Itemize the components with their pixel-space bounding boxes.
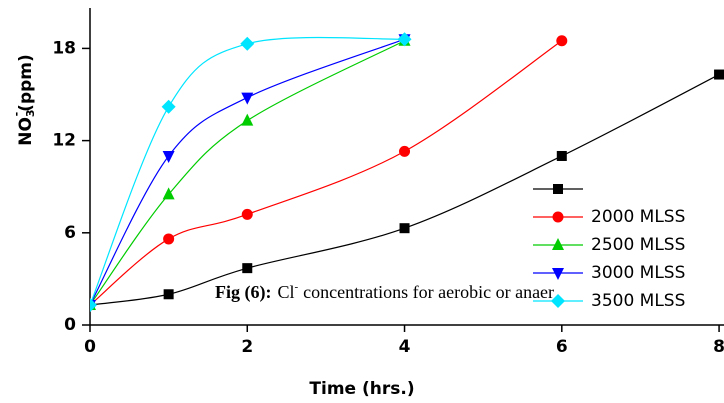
y-tick-label: 6 (64, 223, 76, 243)
marker (242, 263, 253, 274)
y-tick-label: 18 (52, 38, 76, 58)
legend: 2000 MLSS 2500 MLSS 3000 MLSS 3500 MLSS (533, 184, 685, 311)
marker (161, 99, 176, 114)
caption-text: concentrations for aerobic or anaer (303, 282, 554, 302)
legend-label: 2000 MLSS (591, 207, 685, 227)
x-axis-label: Time (hrs.) (309, 379, 414, 399)
marker (90, 298, 97, 313)
marker (556, 35, 568, 47)
series-line (90, 40, 563, 306)
series-line (90, 36, 405, 306)
marker (556, 150, 567, 161)
x-tick-label: 2 (241, 337, 253, 357)
marker (552, 268, 564, 280)
plot-area (90, 32, 724, 313)
marker (163, 233, 175, 245)
marker (397, 32, 412, 47)
marker (399, 145, 411, 157)
marker (241, 113, 254, 126)
y-tick-label: 0 (64, 315, 76, 335)
y-tick-label: 12 (52, 131, 76, 151)
series-line (90, 38, 405, 306)
y-label-base: NO (16, 117, 36, 146)
marker (241, 208, 253, 220)
marker (162, 187, 175, 200)
series-line (90, 40, 405, 306)
caption-sup: - (295, 281, 299, 293)
caption-ion: Cl (277, 282, 294, 302)
marker (399, 223, 410, 234)
marker (552, 211, 564, 223)
legend-label: 3500 MLSS (591, 291, 685, 311)
x-tick-label: 4 (399, 337, 411, 357)
caption: Fig (6): Cl-concentrations for aerobic or… (215, 281, 554, 304)
x-tick-label: 0 (84, 337, 96, 357)
legend-label: 2500 MLSS (591, 235, 685, 255)
x-tick-label: 6 (556, 337, 568, 357)
marker (162, 150, 175, 163)
y-label-sub: 3 (24, 109, 37, 117)
marker (241, 92, 254, 105)
marker (240, 36, 255, 51)
legend-label: 3000 MLSS (591, 263, 685, 283)
caption-label: Fig (6): (215, 282, 271, 303)
y-label-unit: (ppm) (16, 54, 36, 112)
marker (714, 69, 724, 80)
marker (163, 289, 174, 300)
marker (552, 238, 564, 250)
x-tick-label: 8 (713, 337, 724, 357)
marker (553, 184, 563, 194)
marker (551, 294, 565, 308)
y-label-sup: - (10, 112, 23, 117)
y-axis-label: NO3-(ppm) (10, 54, 37, 146)
